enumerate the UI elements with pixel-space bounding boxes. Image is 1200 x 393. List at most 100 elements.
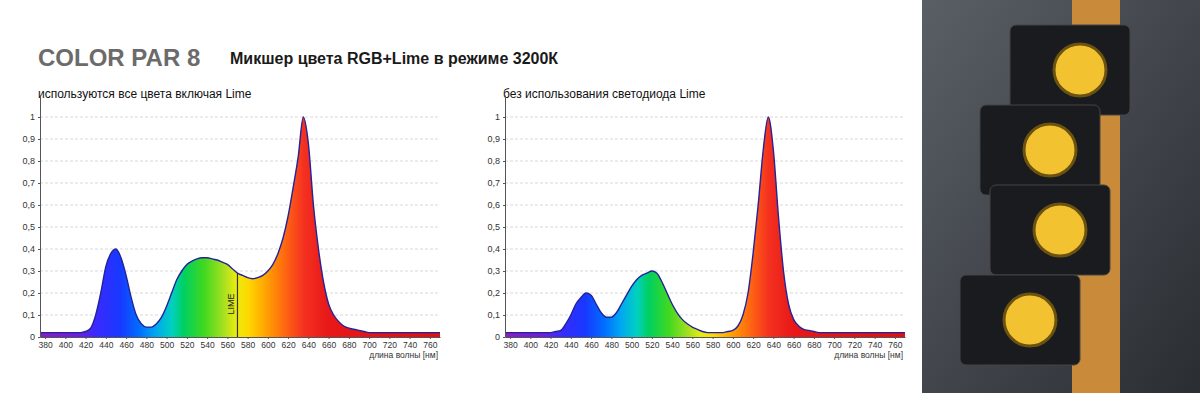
x-tick-mark bbox=[369, 337, 370, 339]
y-tick-label: 0,2 bbox=[487, 288, 500, 298]
grid-line bbox=[505, 161, 905, 162]
y-tick-mark bbox=[503, 227, 505, 228]
plot-area bbox=[505, 117, 905, 337]
x-axis-line bbox=[506, 337, 906, 338]
x-tick-label: 600 bbox=[726, 340, 740, 350]
photo-fixture bbox=[990, 185, 1110, 275]
x-tick: 660 bbox=[322, 337, 336, 350]
grid-line bbox=[505, 271, 905, 272]
spectrum-line bbox=[505, 117, 905, 333]
grid-line bbox=[40, 249, 440, 250]
spectrum-area bbox=[505, 117, 905, 337]
x-tick-label: 740 bbox=[868, 340, 882, 350]
y-tick-mark bbox=[503, 183, 505, 184]
y-tick: 0,4 bbox=[22, 244, 40, 254]
x-tick-mark bbox=[733, 337, 734, 339]
y-tick: 0,6 bbox=[22, 200, 40, 210]
y-tick-mark bbox=[38, 315, 40, 316]
x-tick-mark bbox=[349, 337, 350, 339]
x-tick-label: 540 bbox=[200, 340, 214, 350]
x-tick: 740 bbox=[868, 337, 882, 350]
y-tick-label: 0,1 bbox=[22, 310, 35, 320]
y-tick-label: 0,2 bbox=[22, 288, 35, 298]
y-tick-mark bbox=[38, 227, 40, 228]
y-tick-mark bbox=[38, 117, 40, 118]
x-tick: 540 bbox=[200, 337, 214, 350]
x-tick-mark bbox=[794, 337, 795, 339]
chart-title: используются все цвета включая Lime bbox=[38, 87, 252, 101]
spectrum-line bbox=[40, 117, 440, 333]
y-tick-mark bbox=[38, 205, 40, 206]
y-tick-label: 0 bbox=[495, 332, 500, 342]
y-tick-label: 0,7 bbox=[487, 178, 500, 188]
x-tick-label: 740 bbox=[403, 340, 417, 350]
grid-line bbox=[40, 271, 440, 272]
x-tick-mark bbox=[591, 337, 592, 339]
y-tick: 0,6 bbox=[487, 200, 505, 210]
x-tick-mark bbox=[430, 337, 431, 339]
y-tick-label: 0,8 bbox=[22, 156, 35, 166]
x-tick-label: 520 bbox=[645, 340, 659, 350]
x-tick-label: 380 bbox=[503, 340, 517, 350]
y-tick-label: 1 bbox=[495, 112, 500, 122]
x-tick-mark bbox=[227, 337, 228, 339]
x-tick: 680 bbox=[807, 337, 821, 350]
x-tick-mark bbox=[45, 337, 46, 339]
x-tick-label: 720 bbox=[383, 340, 397, 350]
y-tick: 0,7 bbox=[487, 178, 505, 188]
x-tick: 560 bbox=[686, 337, 700, 350]
x-tick-label: 580 bbox=[241, 340, 255, 350]
x-tick-mark bbox=[268, 337, 269, 339]
y-tick-label: 0,9 bbox=[487, 134, 500, 144]
y-tick-mark bbox=[38, 161, 40, 162]
x-tick-mark bbox=[86, 337, 87, 339]
x-tick: 420 bbox=[544, 337, 558, 350]
x-tick: 420 bbox=[79, 337, 93, 350]
x-tick-label: 660 bbox=[322, 340, 336, 350]
grid-line bbox=[505, 183, 905, 184]
x-tick-mark bbox=[875, 337, 876, 339]
x-tick-label: 520 bbox=[180, 340, 194, 350]
x-tick-mark bbox=[207, 337, 208, 339]
x-tick: 380 bbox=[503, 337, 517, 350]
y-tick-mark bbox=[38, 271, 40, 272]
y-tick: 0,1 bbox=[22, 310, 40, 320]
photo-fixture bbox=[980, 105, 1100, 195]
x-tick-label: 680 bbox=[807, 340, 821, 350]
x-tick-mark bbox=[551, 337, 552, 339]
x-tick: 660 bbox=[787, 337, 801, 350]
y-tick: 0,4 bbox=[487, 244, 505, 254]
chart: без использования светодиода Lime00,10,2… bbox=[487, 87, 905, 360]
x-tick-mark bbox=[248, 337, 249, 339]
x-tick-label: 420 bbox=[544, 340, 558, 350]
x-tick-label: 460 bbox=[584, 340, 598, 350]
y-tick-label: 0,8 bbox=[487, 156, 500, 166]
x-tick: 640 bbox=[767, 337, 781, 350]
y-tick-label: 1 bbox=[30, 112, 35, 122]
y-tick: 1 bbox=[30, 112, 40, 122]
x-tick-mark bbox=[288, 337, 289, 339]
y-tick-mark bbox=[503, 271, 505, 272]
x-tick-label: 560 bbox=[686, 340, 700, 350]
x-tick-mark bbox=[571, 337, 572, 339]
y-tick: 0,5 bbox=[22, 222, 40, 232]
y-tick: 0,3 bbox=[487, 266, 505, 276]
y-tick: 0,8 bbox=[22, 156, 40, 166]
x-tick: 600 bbox=[261, 337, 275, 350]
x-tick-mark bbox=[65, 337, 66, 339]
grid-line bbox=[40, 227, 440, 228]
grid-line bbox=[505, 205, 905, 206]
x-tick: 700 bbox=[363, 337, 377, 350]
x-tick-label: 420 bbox=[79, 340, 93, 350]
y-tick-label: 0,4 bbox=[487, 244, 500, 254]
y-tick: 0,3 bbox=[22, 266, 40, 276]
y-tick-label: 0,3 bbox=[487, 266, 500, 276]
y-tick: 0,9 bbox=[487, 134, 505, 144]
y-tick-mark bbox=[503, 161, 505, 162]
x-tick-label: 400 bbox=[59, 340, 73, 350]
x-tick: 460 bbox=[584, 337, 598, 350]
chart-title: без использования светодиода Lime bbox=[503, 87, 706, 101]
y-tick-label: 0,4 bbox=[22, 244, 35, 254]
y-tick: 0,7 bbox=[22, 178, 40, 188]
x-tick-label: 380 bbox=[38, 340, 52, 350]
